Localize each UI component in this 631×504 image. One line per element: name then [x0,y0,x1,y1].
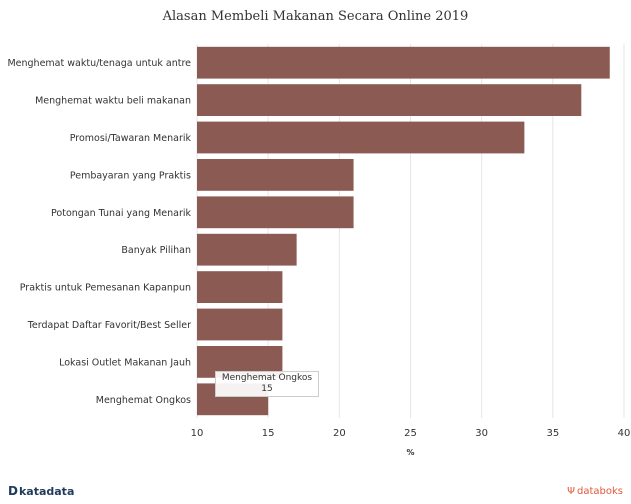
x-axis-title: % [406,448,414,457]
bar[interactable] [197,271,283,303]
category-label: Pembayaran yang Praktis [70,170,191,181]
category-label: Praktis untuk Pemesanan Kapanpun [20,283,191,294]
bar[interactable] [197,233,297,266]
bar-tooltip: Menghemat Ongkos 15 [215,371,319,397]
category-label: Potongan Tunai yang Menarik [51,208,191,219]
category-label: Promosi/Tawaran Menarik [70,133,192,144]
bar[interactable] [197,159,354,191]
databoks-mark-icon: Ψ [567,486,575,497]
category-label: Menghemat waktu/tenaga untuk antre [7,58,191,69]
x-tick-label: 10 [191,428,204,439]
databoks-logo-text: databoks [577,486,623,497]
x-tick-label: 40 [618,428,631,439]
x-tick-label: 25 [404,428,417,439]
bar[interactable] [197,196,354,229]
x-tick-label: 30 [475,428,488,439]
x-tick-label: 20 [333,428,346,439]
category-labels: Menghemat waktu/tenaga untuk antre Menghe… [7,58,191,406]
category-label: Menghemat waktu beli makanan [35,96,191,107]
x-tick-label: 35 [546,428,559,439]
bar[interactable] [197,308,283,341]
bar[interactable] [197,121,525,154]
category-label: Terdapat Daftar Favorit/Best Seller [27,320,191,331]
katadata-mark-icon: D [8,484,18,498]
category-label: Banyak Pilihan [121,245,191,256]
chart-title: Alasan Membeli Makanan Secara Online 201… [162,9,469,24]
x-tick-labels: 10 15 20 25 30 35 40 [191,428,631,439]
bar[interactable] [197,84,582,116]
tooltip-category: Menghemat Ongkos [221,373,313,383]
bar[interactable] [197,46,610,79]
category-label: Lokasi Outlet Makanan Jauh [59,357,191,368]
katadata-logo: D katadata [8,484,74,498]
katadata-logo-text: katadata [18,484,75,498]
tooltip-value: 15 [261,384,273,394]
category-label: Menghemat Ongkos [96,395,191,406]
x-tick-label: 15 [262,428,275,439]
bars [197,46,610,416]
databoks-logo: Ψ databoks [567,486,623,497]
